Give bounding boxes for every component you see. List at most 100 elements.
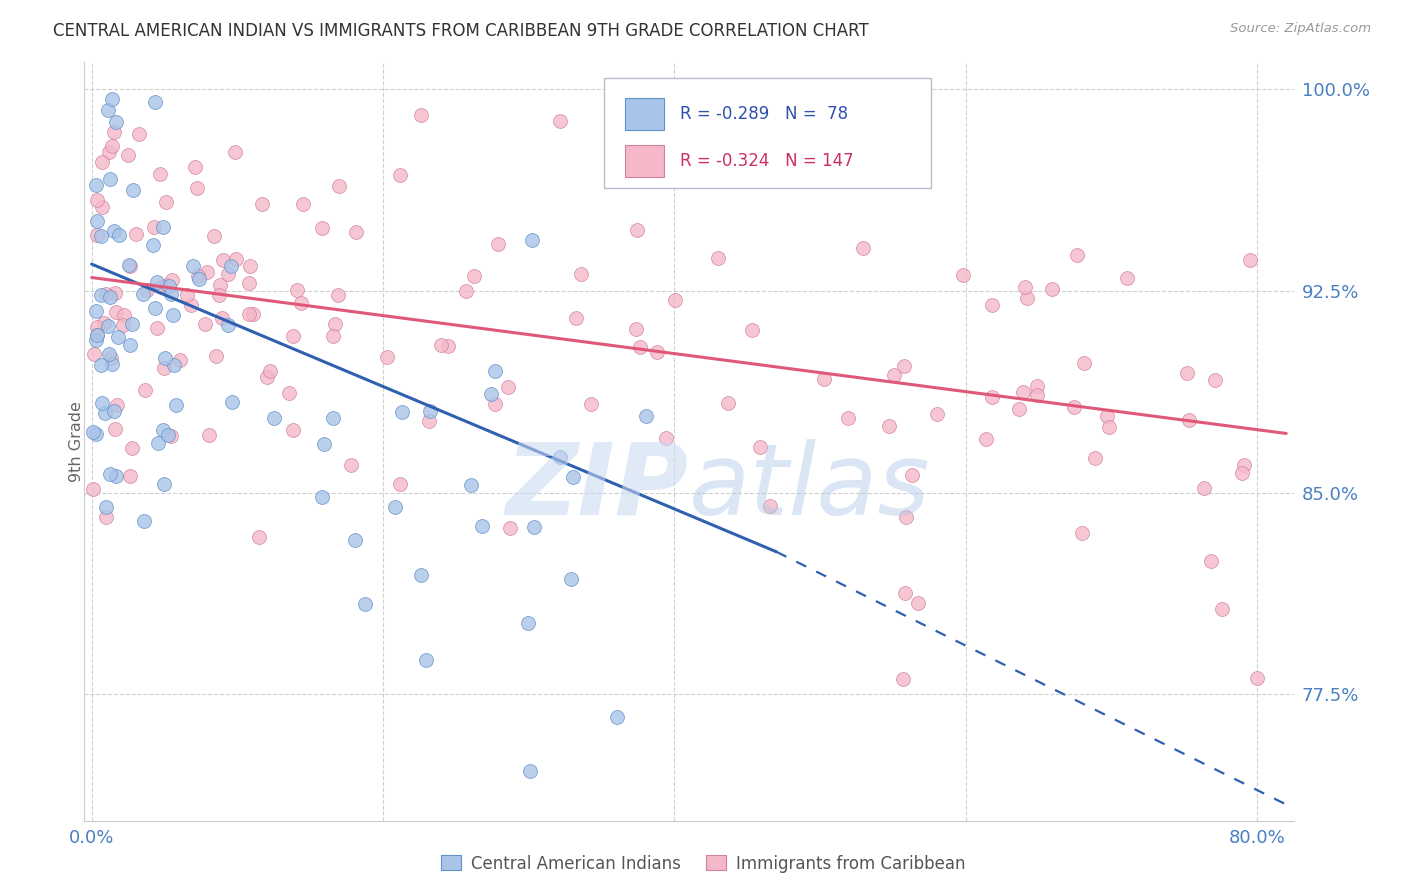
Point: [239, 259, 262, 273]
Point: [225, 252, 247, 267]
Point: [326, 288, 349, 302]
Point: [103, 404, 125, 418]
Text: Source: ZipAtlas.com: Source: ZipAtlas.com: [1230, 22, 1371, 36]
Point: [107, 329, 129, 343]
Point: [1008, 401, 1031, 416]
Point: [1025, 379, 1047, 393]
Point: [1233, 458, 1256, 473]
Point: [259, 364, 281, 378]
Point: [837, 411, 859, 425]
Point: [1199, 553, 1222, 567]
Point: [90, 287, 112, 301]
Point: [142, 219, 165, 234]
Point: [415, 653, 437, 667]
Point: [82, 482, 104, 496]
Point: [143, 95, 166, 110]
Point: [384, 500, 406, 515]
Point: [91, 154, 114, 169]
Point: [145, 320, 167, 334]
Point: [101, 139, 124, 153]
Point: [205, 349, 228, 363]
Point: [169, 353, 191, 368]
Point: [479, 387, 502, 401]
Point: [180, 298, 202, 312]
Point: [1015, 291, 1038, 305]
Point: [569, 268, 592, 282]
Point: [94, 286, 117, 301]
Point: [562, 470, 585, 484]
Point: [100, 351, 122, 365]
Point: [121, 442, 143, 456]
Point: [391, 405, 413, 419]
Point: [176, 288, 198, 302]
Point: [1211, 602, 1233, 616]
Point: [655, 431, 678, 445]
Point: [217, 267, 239, 281]
Point: [121, 317, 143, 331]
Point: [290, 295, 312, 310]
Point: [1026, 388, 1049, 402]
Point: [759, 500, 782, 514]
Point: [86, 214, 108, 228]
Point: [647, 344, 669, 359]
Point: [112, 308, 135, 322]
Point: [411, 108, 433, 122]
Point: [84, 303, 107, 318]
Point: [628, 340, 651, 354]
Point: [83, 347, 105, 361]
Point: [86, 227, 108, 242]
Point: [132, 286, 155, 301]
Point: [389, 476, 412, 491]
Point: [143, 301, 166, 315]
Point: [624, 321, 647, 335]
Point: [202, 228, 225, 243]
Y-axis label: 9th Grade: 9th Grade: [69, 401, 83, 482]
Point: [1095, 409, 1118, 423]
Point: [159, 428, 181, 442]
Point: [550, 114, 572, 128]
Point: [156, 278, 179, 293]
Point: [104, 421, 127, 435]
Point: [84, 427, 107, 442]
Point: [1011, 384, 1033, 399]
Point: [155, 195, 177, 210]
Point: [91, 396, 114, 410]
Point: [1175, 366, 1198, 380]
Text: R = -0.289   N =  78: R = -0.289 N = 78: [681, 105, 849, 123]
Point: [634, 409, 657, 424]
Point: [82, 425, 104, 439]
Point: [749, 440, 772, 454]
Point: [165, 398, 187, 412]
FancyBboxPatch shape: [605, 78, 931, 187]
Point: [952, 268, 974, 282]
Point: [664, 293, 686, 307]
Point: [136, 284, 159, 298]
Point: [105, 398, 128, 412]
Point: [219, 259, 242, 273]
Point: [90, 358, 112, 372]
Point: [1084, 451, 1107, 466]
Point: [516, 615, 538, 630]
Point: [217, 318, 239, 332]
Text: CENTRAL AMERICAN INDIAN VS IMMIGRANTS FROM CARIBBEAN 9TH GRADE CORRELATION CHART: CENTRAL AMERICAN INDIAN VS IMMIGRANTS FR…: [53, 22, 869, 40]
Point: [486, 236, 509, 251]
Point: [96, 510, 118, 524]
Point: [579, 397, 602, 411]
Point: [354, 597, 377, 611]
Point: [606, 710, 628, 724]
Point: [1246, 671, 1268, 685]
Point: [1178, 413, 1201, 427]
Point: [456, 284, 478, 298]
Point: [1073, 356, 1095, 370]
Point: [152, 220, 174, 235]
Point: [328, 178, 350, 193]
Point: [104, 285, 127, 300]
Point: [187, 268, 209, 283]
Point: [388, 168, 411, 182]
Point: [377, 351, 399, 365]
Point: [323, 318, 346, 332]
Point: [194, 317, 217, 331]
Point: [896, 510, 918, 524]
Point: [974, 432, 997, 446]
Point: [322, 411, 344, 425]
